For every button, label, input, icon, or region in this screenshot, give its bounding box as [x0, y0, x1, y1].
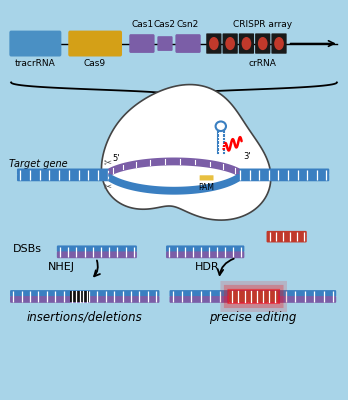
Text: Csn2: Csn2: [177, 20, 199, 29]
Text: tracrRNA: tracrRNA: [15, 59, 56, 68]
Text: HDR: HDR: [195, 262, 220, 272]
FancyBboxPatch shape: [17, 168, 111, 175]
Text: 5': 5': [112, 154, 120, 163]
FancyBboxPatch shape: [237, 168, 329, 175]
FancyBboxPatch shape: [267, 231, 307, 237]
FancyBboxPatch shape: [227, 289, 280, 304]
FancyBboxPatch shape: [68, 30, 122, 56]
Text: CRISPR array: CRISPR array: [233, 20, 292, 29]
Text: Cas9: Cas9: [84, 59, 106, 68]
FancyBboxPatch shape: [200, 175, 214, 180]
FancyBboxPatch shape: [166, 246, 244, 252]
Text: DSBs: DSBs: [13, 244, 42, 254]
Ellipse shape: [209, 37, 219, 50]
Text: precise editing: precise editing: [209, 311, 296, 324]
FancyBboxPatch shape: [271, 33, 287, 54]
FancyBboxPatch shape: [9, 30, 61, 56]
Polygon shape: [102, 84, 271, 220]
Text: ✂: ✂: [104, 181, 112, 191]
FancyBboxPatch shape: [70, 291, 89, 302]
FancyBboxPatch shape: [206, 33, 221, 54]
FancyBboxPatch shape: [237, 174, 329, 181]
Ellipse shape: [225, 37, 235, 50]
FancyBboxPatch shape: [10, 296, 159, 303]
FancyBboxPatch shape: [255, 33, 270, 54]
FancyBboxPatch shape: [169, 296, 336, 303]
FancyBboxPatch shape: [166, 252, 244, 258]
FancyBboxPatch shape: [224, 285, 284, 308]
FancyBboxPatch shape: [220, 281, 287, 312]
Text: Cas2: Cas2: [154, 20, 176, 29]
FancyBboxPatch shape: [57, 246, 137, 252]
Text: Target gene: Target gene: [9, 159, 68, 169]
Ellipse shape: [242, 37, 251, 50]
FancyBboxPatch shape: [239, 33, 254, 54]
FancyBboxPatch shape: [157, 36, 173, 51]
Text: NHEJ: NHEJ: [47, 262, 74, 272]
Text: PAM: PAM: [199, 183, 215, 192]
FancyBboxPatch shape: [17, 174, 111, 181]
FancyBboxPatch shape: [229, 291, 278, 302]
FancyBboxPatch shape: [10, 290, 159, 297]
FancyBboxPatch shape: [57, 252, 137, 258]
Text: Cas1: Cas1: [131, 20, 153, 29]
Text: 3': 3': [243, 152, 251, 161]
Text: ✂: ✂: [104, 157, 112, 167]
Ellipse shape: [274, 37, 284, 50]
FancyBboxPatch shape: [129, 34, 155, 53]
Text: insertions/deletions: insertions/deletions: [27, 311, 142, 324]
FancyBboxPatch shape: [267, 236, 307, 242]
FancyBboxPatch shape: [169, 290, 336, 297]
FancyBboxPatch shape: [175, 34, 201, 53]
Text: crRNA: crRNA: [248, 59, 276, 68]
Ellipse shape: [258, 37, 268, 50]
FancyBboxPatch shape: [222, 33, 238, 54]
